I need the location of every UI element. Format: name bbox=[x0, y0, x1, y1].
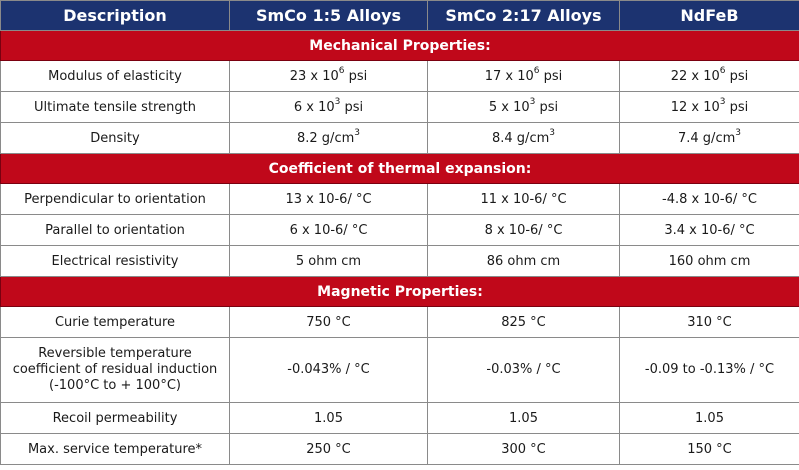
table-row: Max. service temperature* 250 °C 300 °C … bbox=[0, 433, 799, 465]
table-row: Electrical resistivity 5 ohm cm 86 ohm c… bbox=[0, 245, 799, 277]
header-smco15: SmCo 1:5 Alloys bbox=[229, 0, 428, 31]
header-ndfeb: NdFeB bbox=[619, 0, 799, 31]
row-label: Reversible temperature coefficient of re… bbox=[0, 337, 230, 403]
row-label-line: Reversible temperature bbox=[38, 346, 192, 361]
value-smco15: 23 x 106 psi bbox=[229, 60, 428, 92]
section-mechanical: Mechanical Properties: bbox=[0, 30, 799, 61]
value-smco15: 750 °C bbox=[229, 306, 428, 338]
row-label: Recoil permeability bbox=[0, 402, 230, 434]
value-smco15: 6 x 10-6/ °C bbox=[229, 214, 428, 246]
section-title: Magnetic Properties: bbox=[0, 276, 799, 307]
section-thermal: Coefficient of thermal expansion: bbox=[0, 153, 799, 184]
value-ndfeb: 7.4 g/cm3 bbox=[619, 122, 799, 154]
row-label: Density bbox=[0, 122, 230, 154]
section-magnetic: Magnetic Properties: bbox=[0, 276, 799, 307]
row-label: Perpendicular to orientation bbox=[0, 183, 230, 215]
value-ndfeb: -0.09 to -0.13% / °C bbox=[619, 337, 799, 403]
table-row: Parallel to orientation 6 x 10-6/ °C 8 x… bbox=[0, 214, 799, 246]
value-smco15: 8.2 g/cm3 bbox=[229, 122, 428, 154]
row-label: Ultimate tensile strength bbox=[0, 91, 230, 123]
table-row: Recoil permeability 1.05 1.05 1.05 bbox=[0, 402, 799, 434]
value-smco217: 1.05 bbox=[427, 402, 620, 434]
value-smco217: 8 x 10-6/ °C bbox=[427, 214, 620, 246]
row-label-line: (-100°C to + 100°C) bbox=[49, 378, 181, 393]
value-ndfeb: 310 °C bbox=[619, 306, 799, 338]
value-smco217: 17 x 106 psi bbox=[427, 60, 620, 92]
value-smco217: 11 x 10-6/ °C bbox=[427, 183, 620, 215]
value-smco217: 8.4 g/cm3 bbox=[427, 122, 620, 154]
value-ndfeb: 160 ohm cm bbox=[619, 245, 799, 277]
row-label: Parallel to orientation bbox=[0, 214, 230, 246]
row-label: Curie temperature bbox=[0, 306, 230, 338]
value-smco15: 13 x 10-6/ °C bbox=[229, 183, 428, 215]
header-row: Description SmCo 1:5 Alloys SmCo 2:17 Al… bbox=[0, 0, 799, 31]
value-ndfeb: 150 °C bbox=[619, 433, 799, 465]
row-label-line: coefficient of residual induction bbox=[12, 362, 218, 377]
row-label: Electrical resistivity bbox=[0, 245, 230, 277]
value-smco15: -0.043% / °C bbox=[229, 337, 428, 403]
table-row: Ultimate tensile strength 6 x 103 psi 5 … bbox=[0, 91, 799, 123]
value-ndfeb: 22 x 106 psi bbox=[619, 60, 799, 92]
value-smco15: 1.05 bbox=[229, 402, 428, 434]
section-title: Coefficient of thermal expansion: bbox=[0, 153, 799, 184]
header-description: Description bbox=[0, 0, 230, 31]
table-row: Curie temperature 750 °C 825 °C 310 °C bbox=[0, 306, 799, 338]
header-smco217: SmCo 2:17 Alloys bbox=[427, 0, 620, 31]
value-smco217: 825 °C bbox=[427, 306, 620, 338]
value-smco15: 6 x 103 psi bbox=[229, 91, 428, 123]
section-title: Mechanical Properties: bbox=[0, 30, 799, 61]
value-ndfeb: 1.05 bbox=[619, 402, 799, 434]
value-smco15: 5 ohm cm bbox=[229, 245, 428, 277]
value-smco217: 5 x 103 psi bbox=[427, 91, 620, 123]
table-row: Density 8.2 g/cm3 8.4 g/cm3 7.4 g/cm3 bbox=[0, 122, 799, 154]
value-smco217: 86 ohm cm bbox=[427, 245, 620, 277]
value-smco217: -0.03% / °C bbox=[427, 337, 620, 403]
value-smco217: 300 °C bbox=[427, 433, 620, 465]
table-row: Reversible temperature coefficient of re… bbox=[0, 337, 799, 403]
table-row: Perpendicular to orientation 13 x 10-6/ … bbox=[0, 183, 799, 215]
row-label: Modulus of elasticity bbox=[0, 60, 230, 92]
table-row: Modulus of elasticity 23 x 106 psi 17 x … bbox=[0, 60, 799, 92]
value-ndfeb: 12 x 103 psi bbox=[619, 91, 799, 123]
value-ndfeb: 3.4 x 10-6/ °C bbox=[619, 214, 799, 246]
value-smco15: 250 °C bbox=[229, 433, 428, 465]
value-ndfeb: -4.8 x 10-6/ °C bbox=[619, 183, 799, 215]
row-label: Max. service temperature* bbox=[0, 433, 230, 465]
